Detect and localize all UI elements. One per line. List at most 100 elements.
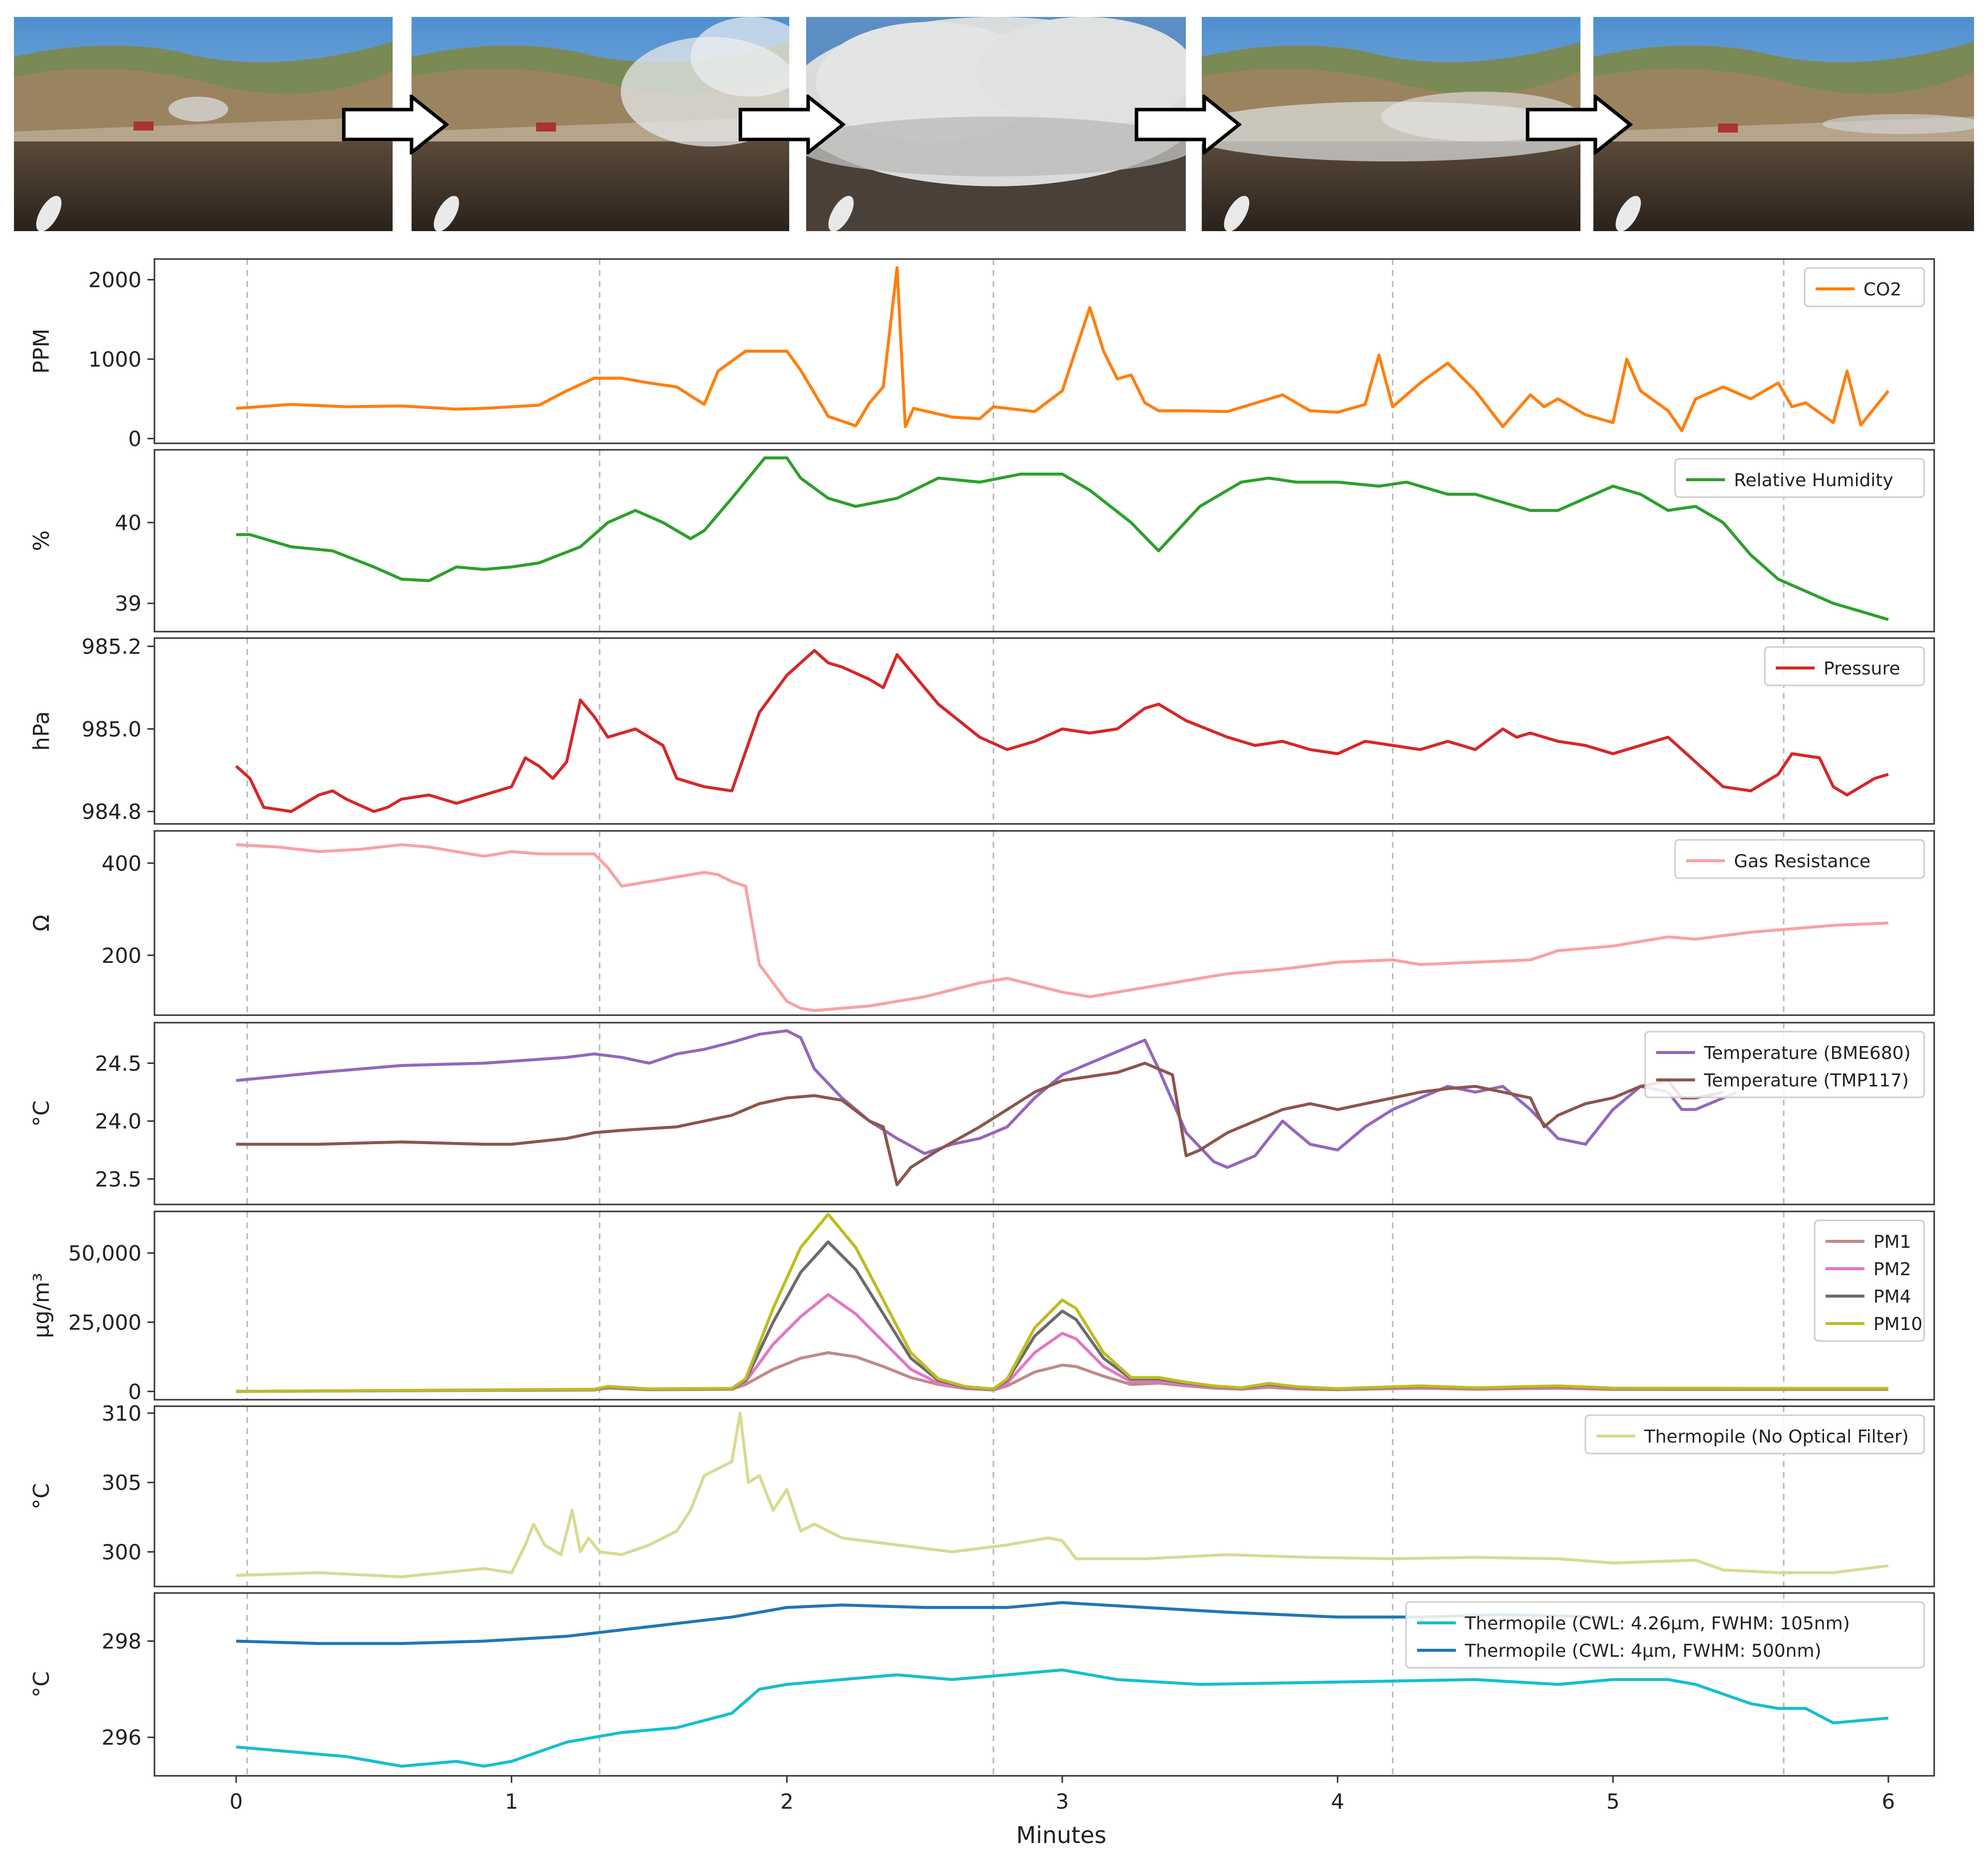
- y-tick-label: 305: [102, 1470, 142, 1495]
- series-line-thermopile-b-1: [236, 1601, 1613, 1645]
- legend: Thermopile (CWL: 4.26μm, FWHM: 105nm) The…: [1405, 1601, 1925, 1669]
- y-axis-label: °C: [29, 1483, 54, 1510]
- y-axis-label: Ω: [29, 915, 54, 931]
- panel-humidity: 39 40% Relative Humidity: [29, 449, 1935, 633]
- series-line-pm-3: [236, 1212, 1888, 1393]
- y-tick-label: 310: [102, 1401, 142, 1426]
- scene-photo-5: [1593, 17, 1974, 231]
- legend-box: [1814, 1219, 1925, 1342]
- legend-label: Gas Resistance: [1734, 851, 1870, 872]
- series-line-thermopile-b-0: [236, 1668, 1889, 1768]
- arrow-icon-1: [342, 95, 449, 154]
- scene-photo-2: [412, 17, 789, 231]
- legend-label: PM10: [1873, 1314, 1923, 1334]
- legend: PM1 PM2 PM4 PM10: [1814, 1219, 1925, 1342]
- x-tick-label: 3: [1056, 1789, 1069, 1814]
- y-axis-label: PPM: [29, 328, 54, 374]
- legend-label: Thermopile (CWL: 4.26μm, FWHM: 105nm): [1464, 1613, 1850, 1634]
- legend-label: PM1: [1873, 1232, 1911, 1252]
- scene-photo-3: [806, 17, 1186, 231]
- panel-frame: [153, 449, 1935, 633]
- panel-pm: 0 25,000 50,000 μg/m³ PM1 PM2 PM4 PM10: [29, 1210, 1935, 1404]
- legend-box: [1674, 839, 1925, 879]
- y-axis-label: %: [29, 531, 54, 551]
- y-tick-label: 2000: [88, 267, 142, 292]
- x-tick-label: 5: [1606, 1789, 1620, 1814]
- x-tick-label: 2: [780, 1789, 794, 1814]
- y-tick-label: 984.8: [82, 799, 142, 824]
- series-line-humidity-0: [236, 456, 1889, 621]
- y-tick-label: 24.0: [95, 1109, 142, 1134]
- arrow-icon-2: [738, 95, 846, 154]
- legend-label: Temperature (BME680): [1704, 1043, 1911, 1063]
- series-line-pressure-0: [235, 649, 1889, 813]
- arrow-icon-3: [1135, 95, 1242, 154]
- y-axis-label: °C: [29, 1100, 54, 1127]
- legend-box: [1804, 267, 1925, 307]
- x-tick-label: 0: [230, 1789, 243, 1814]
- y-axis-label: μg/m³: [29, 1273, 54, 1338]
- panel-frame: [153, 258, 1935, 444]
- legend: CO2: [1804, 267, 1925, 307]
- legend-box: [1644, 1031, 1925, 1098]
- panel-frame: [153, 1592, 1935, 1777]
- series-line-temperature-0: [236, 1029, 1738, 1169]
- legend-label: Relative Humidity: [1734, 470, 1893, 491]
- y-tick-label: 39: [115, 591, 142, 616]
- x-tick-label: 6: [1882, 1789, 1895, 1814]
- photo-strip: [0, 0, 1988, 234]
- y-tick-label: 50,000: [68, 1241, 142, 1265]
- legend-label: Pressure: [1824, 659, 1900, 679]
- legend-label: CO2: [1863, 279, 1901, 300]
- y-tick-label: 40: [115, 511, 142, 535]
- y-tick-label: 985.0: [82, 717, 142, 741]
- scene-photo-1: [14, 17, 393, 231]
- scene-photo-4: [1202, 17, 1580, 231]
- panel-pressure: 984.8 985.0 985.2 hPa Pressure: [29, 635, 1935, 825]
- y-tick-label: 296: [102, 1725, 142, 1750]
- legend-label: PM4: [1873, 1287, 1911, 1307]
- legend-box: [1405, 1601, 1925, 1669]
- y-tick-label: 400: [102, 851, 142, 876]
- legend: Temperature (BME680) Temperature (TMP117): [1644, 1031, 1925, 1098]
- y-tick-label: 0: [128, 426, 142, 451]
- panel-frame: [153, 1210, 1935, 1401]
- panel-gas: 200 400 Ω Gas Resistance: [29, 830, 1935, 1016]
- legend: Thermopile (No Optical Filter): [1584, 1414, 1925, 1455]
- legend-label: Temperature (TMP117): [1704, 1070, 1909, 1091]
- legend-label: PM2: [1873, 1259, 1911, 1280]
- y-tick-label: 985.2: [82, 635, 142, 659]
- legend-box: [1674, 458, 1925, 498]
- y-tick-label: 298: [102, 1629, 142, 1654]
- y-tick-label: 300: [102, 1540, 142, 1564]
- y-tick-label: 23.5: [95, 1167, 142, 1192]
- arrow-icon-4: [1526, 95, 1633, 154]
- series-line-pm-2: [236, 1240, 1888, 1393]
- legend-label: Thermopile (No Optical Filter): [1644, 1427, 1909, 1447]
- x-tick-label: 4: [1331, 1789, 1344, 1814]
- panel-frame: [153, 830, 1935, 1016]
- y-tick-label: 25,000: [68, 1310, 142, 1334]
- legend-box: [1764, 646, 1925, 686]
- y-tick-label: 1000: [88, 347, 142, 372]
- series-line-pm-1: [236, 1293, 1888, 1393]
- series-line-thermopile-a-0: [236, 1411, 1889, 1579]
- y-axis-label: hPa: [29, 711, 54, 751]
- x-axis-label: Minutes: [1016, 1822, 1106, 1849]
- series-line-gas-0: [236, 843, 1889, 1012]
- series-line-co2-0: [236, 266, 1890, 432]
- y-axis-label: °C: [29, 1671, 54, 1698]
- y-tick-label: 0: [128, 1379, 142, 1404]
- y-tick-label: 200: [102, 943, 142, 968]
- panel-frame: [153, 1405, 1935, 1588]
- panel-thermopile-a: 300 305 310 °C Thermopile (No Optical Filter…: [29, 1401, 1935, 1588]
- panel-thermopile-b: 296 298 °C Thermopile (CWL: 4.26μm, FWHM: 1…: [29, 1592, 1935, 1777]
- legend: Gas Resistance: [1674, 839, 1925, 879]
- panel-frame: [153, 1022, 1935, 1205]
- legend: Pressure: [1764, 646, 1925, 686]
- panel-co2: 0 1000 2000 PPM CO2: [29, 258, 1935, 451]
- series-line-pm-0: [236, 1351, 1888, 1393]
- series-line-temperature-1: [236, 1062, 1724, 1187]
